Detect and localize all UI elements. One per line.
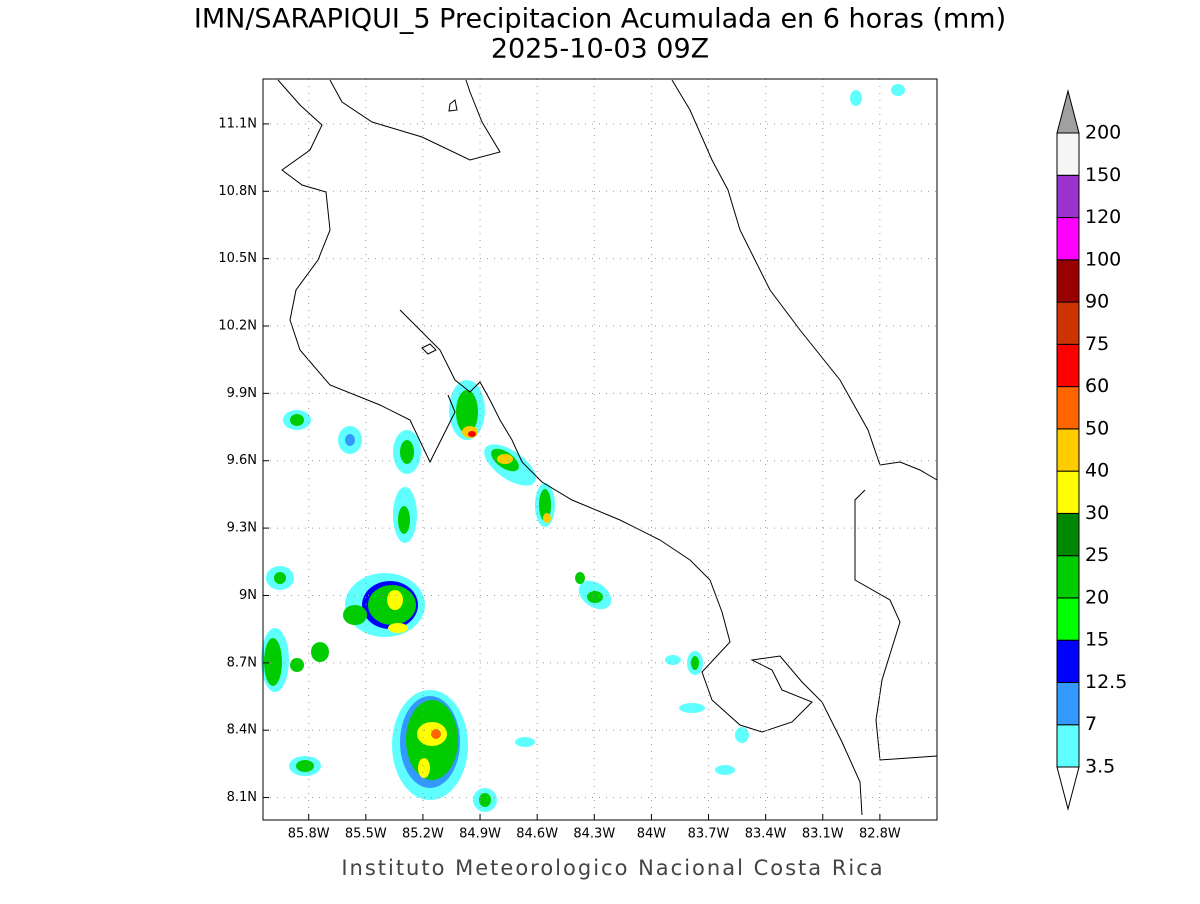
y-tick-label: 8.1N bbox=[227, 790, 257, 805]
precipitation-field bbox=[261, 84, 905, 812]
map-frame bbox=[262, 78, 938, 821]
colorbar-label: 30 bbox=[1085, 502, 1109, 524]
colorbar-label: 150 bbox=[1085, 164, 1121, 186]
x-tick-label: 83.4W bbox=[745, 827, 787, 842]
y-tick-label: 8.4N bbox=[227, 723, 257, 738]
title: IMN/SARAPIQUI_5 Precipitacion Acumulada … bbox=[194, 4, 1006, 35]
colorbar-label: 50 bbox=[1085, 417, 1109, 439]
axes: 85.8W 85.5W 85.2W 84.9W 84.6W 84.3W 84W 83.7W 83… bbox=[218, 116, 901, 841]
colorbar-label: 7 bbox=[1085, 713, 1097, 735]
colorbar-label: 20 bbox=[1085, 586, 1109, 608]
y-tick-label: 10.2N bbox=[218, 319, 257, 334]
colorbar-band bbox=[1056, 681, 1080, 726]
colorbar-label: 90 bbox=[1085, 291, 1109, 313]
x-tick-label: 85.5W bbox=[345, 827, 387, 842]
colorbar-label: 100 bbox=[1085, 248, 1121, 270]
coastlines bbox=[277, 79, 938, 816]
y-tick-label: 9.6N bbox=[227, 453, 257, 468]
x-tick-label: 84.6W bbox=[516, 827, 558, 842]
x-tick-label: 82.8W bbox=[859, 827, 901, 842]
x-tick-label: 85.2W bbox=[402, 827, 444, 842]
subtitle: 2025-10-03 09Z bbox=[491, 34, 709, 65]
colorbar-label: 25 bbox=[1085, 544, 1109, 566]
colorbar-band bbox=[1056, 217, 1080, 261]
colorbar-band bbox=[1056, 512, 1080, 557]
x-tick-label: 83.7W bbox=[688, 827, 730, 842]
colorbar-label: 40 bbox=[1085, 460, 1109, 482]
colorbar-label: 3.5 bbox=[1085, 756, 1115, 778]
colorbar: 3.5 7 12.5 15 20 25 30 40 50 60 75 90 100 120 150 200 bbox=[1056, 89, 1127, 811]
y-tick-label: 10.5N bbox=[218, 251, 257, 266]
y-tick-label: 11.1N bbox=[218, 116, 257, 131]
colorbar-band bbox=[1056, 724, 1080, 768]
y-tick-label: 9N bbox=[239, 588, 257, 603]
colorbar-label: 200 bbox=[1085, 122, 1121, 144]
colorbar-band bbox=[1056, 174, 1080, 219]
x-tick-label: 83.1W bbox=[802, 827, 844, 842]
colorbar-band bbox=[1056, 555, 1080, 599]
colorbar-band bbox=[1056, 386, 1080, 430]
x-tick-label: 85.8W bbox=[288, 827, 330, 842]
colorbar-band bbox=[1056, 301, 1080, 345]
colorbar-band bbox=[1056, 132, 1080, 176]
y-tick-label: 8.7N bbox=[227, 655, 257, 670]
colorbar-label: 60 bbox=[1085, 375, 1109, 397]
colorbar-band bbox=[1056, 639, 1080, 683]
grid bbox=[263, 79, 937, 820]
colorbar-under bbox=[1056, 766, 1080, 811]
x-tick-label: 84W bbox=[637, 827, 667, 842]
colorbar-label: 120 bbox=[1085, 206, 1121, 228]
x-tick-label: 84.3W bbox=[573, 827, 615, 842]
credit: Instituto Meteorologico Nacional Costa R… bbox=[341, 856, 884, 880]
colorbar-band bbox=[1056, 428, 1080, 472]
colorbar-label: 12.5 bbox=[1085, 671, 1127, 693]
colorbar-band bbox=[1056, 470, 1080, 514]
y-tick-label: 9.9N bbox=[227, 386, 257, 401]
colorbar-label: 15 bbox=[1085, 629, 1109, 651]
colorbar-band bbox=[1056, 343, 1080, 388]
colorbar-label: 75 bbox=[1085, 333, 1109, 355]
x-tick-label: 84.9W bbox=[459, 827, 501, 842]
colorbar-band bbox=[1056, 597, 1080, 641]
y-tick-label: 9.3N bbox=[227, 521, 257, 536]
y-tick-label: 10.8N bbox=[218, 184, 257, 199]
colorbar-over bbox=[1056, 89, 1080, 134]
colorbar-band bbox=[1056, 259, 1080, 303]
